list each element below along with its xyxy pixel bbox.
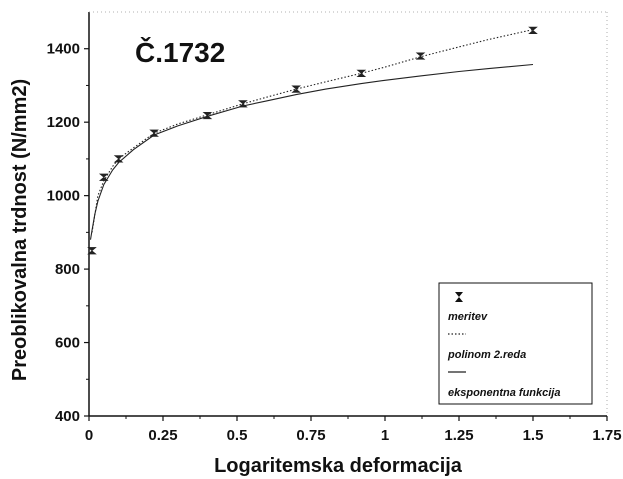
x-tick-label: 1.5 xyxy=(523,427,544,444)
x-tick-label: 1.25 xyxy=(444,427,473,444)
data-point xyxy=(415,52,426,60)
x-tick-label: 0 xyxy=(85,427,93,444)
x-tick-label: 1.75 xyxy=(592,427,621,444)
data-point xyxy=(87,247,97,255)
axes: 0 0.25 0.5 0.75 1 1.25 1.5 1.75 400 600 800 1000 120… xyxy=(47,11,622,444)
x-tick-label: 0.5 xyxy=(227,427,248,444)
legend-label-eksponentna: eksponentna funkcija xyxy=(448,387,560,399)
x-tick-label: 1 xyxy=(381,427,389,444)
series-line-1 xyxy=(91,29,534,233)
y-tick-label: 800 xyxy=(55,261,80,278)
chart-title: Č.1732 xyxy=(135,36,225,68)
y-tick-label: 1400 xyxy=(47,41,80,58)
legend-label-polinom: polinom 2.reda xyxy=(447,349,526,361)
y-tick-label: 1200 xyxy=(47,114,80,131)
y-axis-title: Preoblikovalna trdnost (N/mm2) xyxy=(9,79,31,381)
y-tick-label: 400 xyxy=(55,408,80,425)
data-point xyxy=(356,69,367,77)
data-point xyxy=(291,85,302,93)
y-tick-label: 1000 xyxy=(47,188,80,205)
legend-box xyxy=(438,282,593,405)
y-tick-label: 600 xyxy=(55,335,80,352)
legend-label-meritev: meritev xyxy=(448,311,488,323)
legend-marker-meritev xyxy=(455,292,463,302)
series-line-2 xyxy=(89,63,534,240)
legend: meritev polinom 2.reda eksponentna funkc… xyxy=(438,282,593,405)
x-tick-label: 0.75 xyxy=(296,427,325,444)
data-point xyxy=(113,155,124,163)
series-layer xyxy=(87,26,538,255)
x-tick-label: 0.25 xyxy=(148,427,177,444)
x-axis-title: Logaritemska deformacija xyxy=(214,455,463,477)
data-point xyxy=(528,26,538,34)
